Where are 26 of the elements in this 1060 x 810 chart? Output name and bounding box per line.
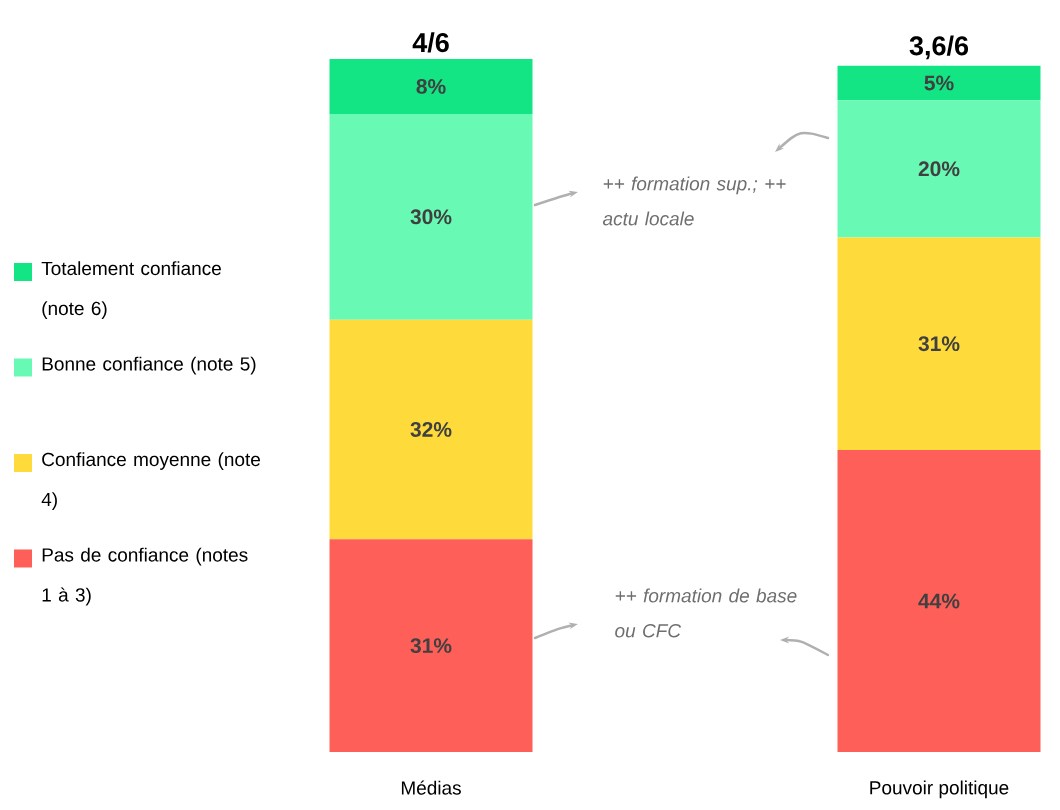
legend-label: Pas de confiance (notes 1 à 3) [42,547,248,606]
data-label: 44% [918,593,960,609]
bar [329,539,533,752]
annotation: ++ formation sup.; ++ actu locale [602,176,786,226]
bar [329,113,533,320]
bar [329,58,533,114]
x-tick-label: Pouvoir politique [870,780,1009,799]
annotation: ++ formation de base ou CFC [615,588,797,638]
data-label: 31% [410,638,452,654]
legend-label: Bonne confiance (note 5) [42,356,256,375]
data-label: 8% [416,79,446,94]
annotation: 3,6/6 [909,35,969,60]
text: 4/6 [412,32,449,53]
legend-label: Confiance moyenne (note 4) [41,452,260,510]
data-label: 32% [410,422,452,437]
bar [329,319,533,540]
data-label: 31% [918,336,960,352]
data-label: 5% [924,75,954,91]
text: Totalement confiance (note 6) [41,261,221,319]
x-tick-label: Médias [401,780,461,795]
bar [837,65,1041,101]
bar [837,237,1041,451]
bar [837,450,1041,752]
data-label: 30% [410,209,452,225]
data-label: 20% [918,161,960,177]
bar [837,100,1041,238]
